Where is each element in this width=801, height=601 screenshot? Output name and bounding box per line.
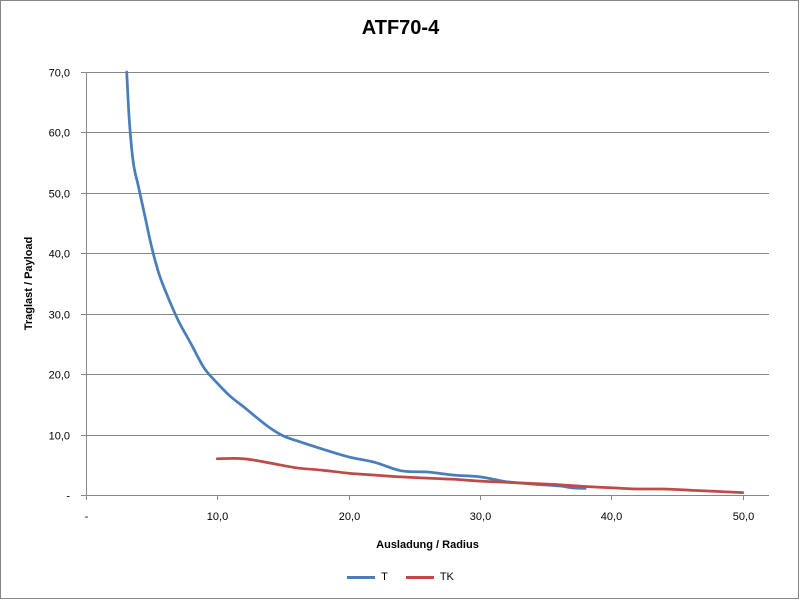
y-tick-label: 30,0 [49,310,70,322]
legend-item-t: T [347,571,388,583]
legend-label: TK [439,571,454,583]
x-tick-label: 40,0 [601,511,622,523]
x-tick-label: 30,0 [470,511,491,523]
y-tick-label: 60,0 [49,128,70,140]
chart-title: ATF70-4 [361,17,440,39]
y-tick-label: 10,0 [49,431,70,443]
x-tick-label: 50,0 [733,511,754,523]
legend-label: T [381,571,388,583]
legend-swatch [347,575,376,579]
gridlines [86,72,769,436]
x-tick-label: - [85,511,89,523]
x-tick-label: 20,0 [339,511,360,523]
series-lines [125,70,745,494]
x-axis-title: Ausladung / Radius [376,539,479,551]
series-line-tk [215,457,745,494]
y-tick-label: 40,0 [49,249,70,261]
axes [81,72,769,500]
tick-labels: - 10,0 20,0 30,0 40,0 50,0 60,0 70,0 - 10,0 20,0 30… [49,68,755,524]
legend-swatch [405,575,434,579]
legend: T TK [0,571,801,583]
y-tick-label: 20,0 [49,370,70,382]
y-tick-label: - [66,491,70,503]
x-tick-label: 10,0 [207,511,228,523]
y-tick-label: 50,0 [49,189,70,201]
y-axis-title: Traglast / Payload [23,237,35,331]
y-tick-label: 70,0 [49,68,70,80]
series-line-t [125,70,587,490]
legend-item-tk: TK [405,571,454,583]
